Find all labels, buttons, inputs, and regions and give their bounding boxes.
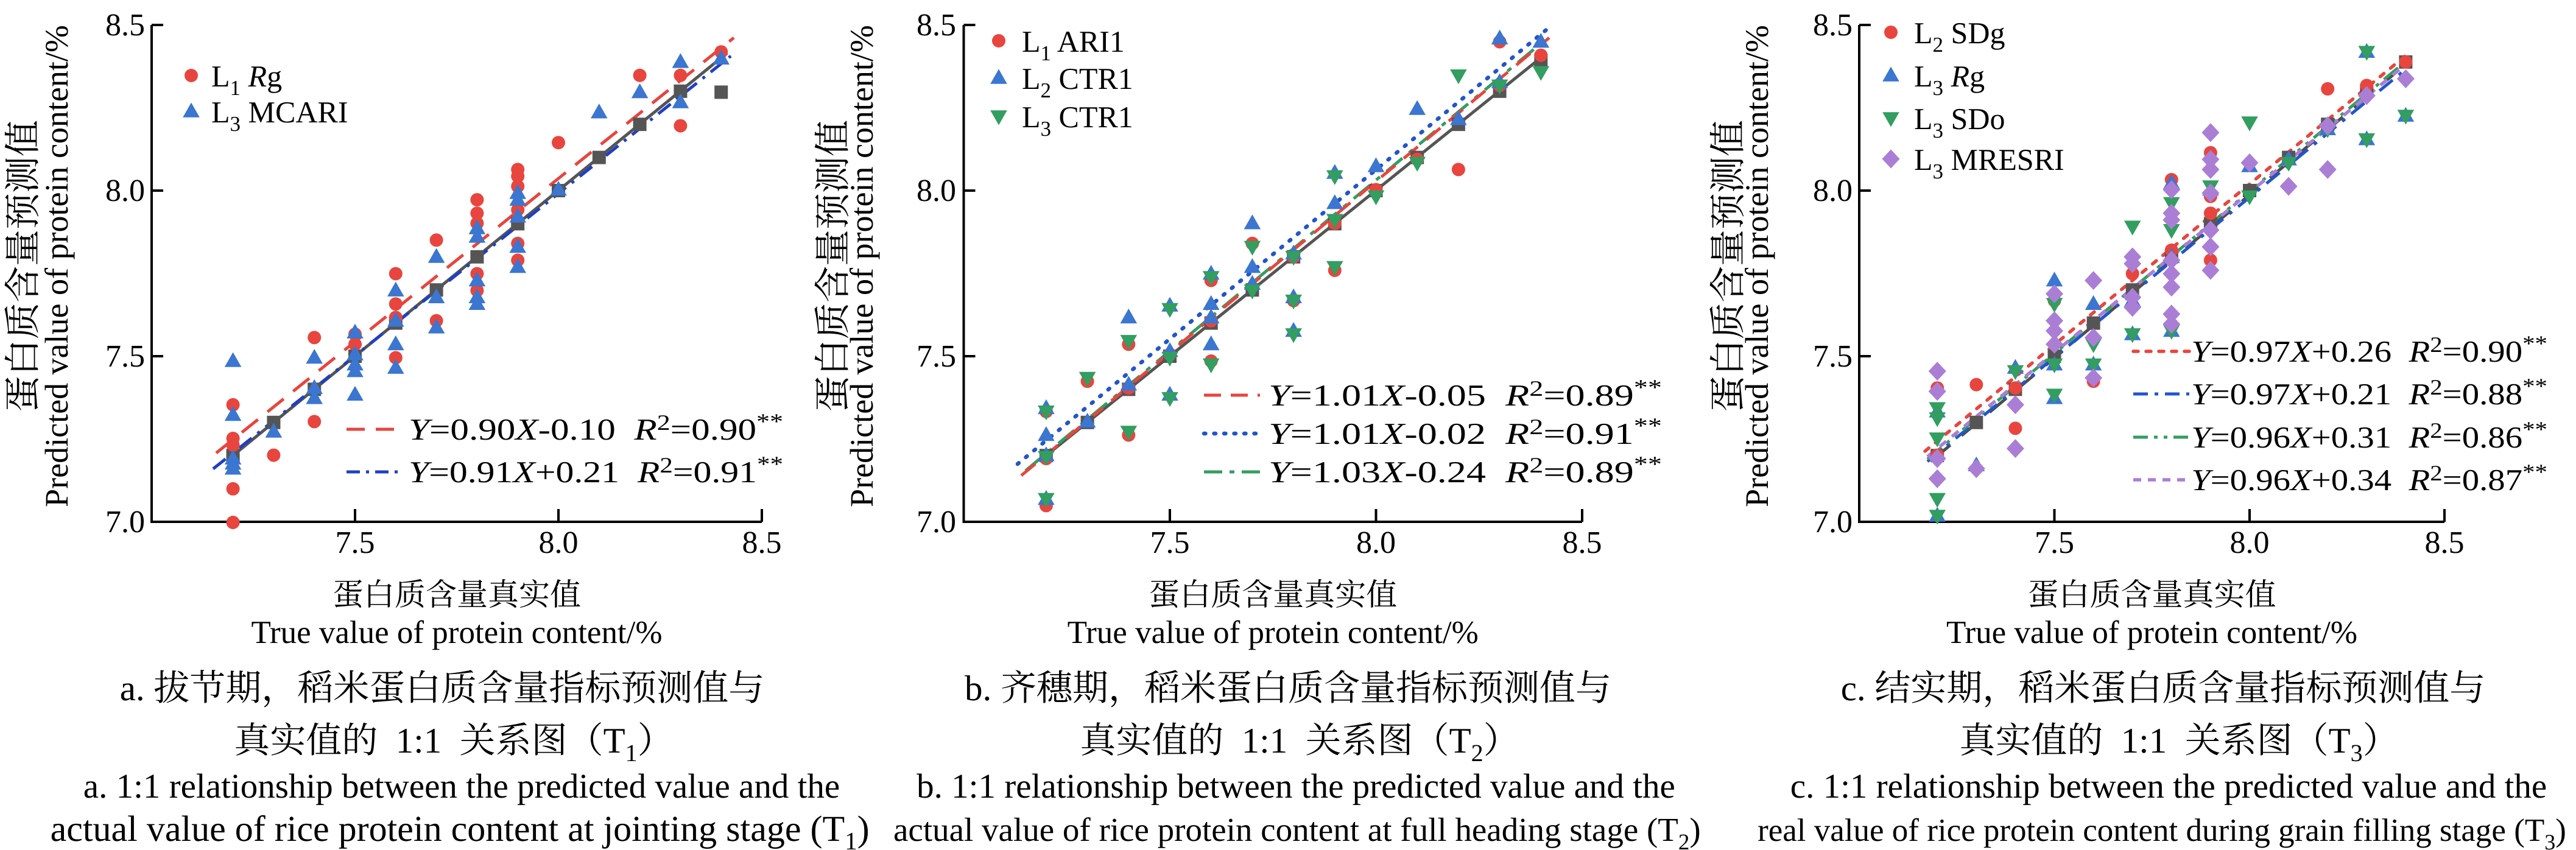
svg-text:L3 Rg: L3 Rg: [1914, 59, 1985, 100]
svg-text:L1 Rg: L1 Rg: [211, 59, 282, 100]
svg-text:8.5: 8.5: [917, 8, 956, 43]
svg-text:8.0: 8.0: [1813, 174, 1853, 208]
svg-text:8.0: 8.0: [105, 174, 145, 208]
svg-text:a.: a.: [120, 668, 145, 708]
svg-text:7.5: 7.5: [105, 339, 145, 374]
svg-text:a. 1:1 relationship between th: a. 1:1 relationship between the predicte…: [83, 767, 840, 806]
svg-text:T2: T2: [1449, 720, 1483, 767]
svg-text:Y=0.97X+0.26 R2=0.90**: Y=0.97 X+0.26 R 2=0.90 **: [2191, 331, 2547, 368]
svg-text:8.0: 8.0: [2230, 525, 2270, 560]
svg-text:1:1: 1:1: [1223, 720, 1305, 760]
svg-text:True value of protein content/: True value of protein content/%: [1068, 615, 1479, 650]
svg-text:8.5: 8.5: [742, 525, 782, 560]
svg-text:c. 1:1 relationship between th: c. 1:1 relationship between the predicte…: [1790, 767, 2547, 806]
svg-text:7.5: 7.5: [917, 339, 956, 374]
svg-text:7.5: 7.5: [2035, 525, 2074, 560]
svg-text:7.0: 7.0: [1813, 505, 1853, 539]
svg-text:8.5: 8.5: [2425, 525, 2465, 560]
svg-text:7.5: 7.5: [1150, 525, 1190, 560]
svg-text:8.5: 8.5: [1813, 8, 1853, 43]
svg-text:Predicted value of protein con: Predicted value of protein content/%: [1739, 25, 1775, 507]
svg-text:8.0: 8.0: [539, 525, 579, 560]
svg-text:L3 MRESRI: L3 MRESRI: [1914, 142, 2064, 183]
svg-text:L3 CTR1: L3 CTR1: [1022, 100, 1133, 141]
svg-text:True value of protein content/: True value of protein content/%: [251, 615, 662, 650]
svg-text:Y=0.96X+0.31 R2=0.86**: Y=0.96 X+0.31 R 2=0.86 **: [2191, 417, 2547, 454]
svg-text:real value of rice protein con: real value of rice protein content durin…: [1758, 813, 2566, 850]
svg-text:7.5: 7.5: [1813, 339, 1853, 374]
svg-text:7.5: 7.5: [336, 525, 375, 560]
svg-text:1:1: 1:1: [2103, 720, 2184, 760]
svg-text:actual value of rice protein c: actual value of rice protein content at …: [51, 809, 870, 850]
svg-text:L1 ARI1: L1 ARI1: [1022, 24, 1125, 65]
svg-text:L2 SDg: L2 SDg: [1914, 16, 2005, 57]
svg-text:actual value of rice protein c: actual value of rice protein content at …: [893, 811, 1701, 850]
svg-text:True value of protein content/: True value of protein content/%: [1946, 615, 2357, 650]
svg-text:Y=1.01X-0.05 R2=0.89**: Y =1.01 X -0.05 R 2 =0.89 **: [1269, 375, 1662, 412]
svg-text:8.0: 8.0: [1356, 525, 1396, 560]
svg-text:8.0: 8.0: [917, 174, 956, 208]
svg-text:L3 MCARI: L3 MCARI: [211, 95, 348, 136]
svg-text:7.0: 7.0: [917, 505, 956, 539]
svg-text:L2 CTR1: L2 CTR1: [1022, 61, 1133, 102]
svg-text:8.5: 8.5: [105, 8, 145, 43]
svg-text:Y=0.91X+0.21 R2=0.91**: Y =0.91 X +0.21 R 2=0.91 **: [409, 452, 783, 489]
svg-text:b. 1:1 relationship between th: b. 1:1 relationship between the predicte…: [917, 767, 1675, 806]
svg-text:c.: c.: [1841, 668, 1866, 708]
svg-text:1:1: 1:1: [378, 720, 459, 760]
svg-text:b.: b.: [965, 668, 991, 708]
svg-text:Y=1.03X-0.24 R2=0.89**: Y =1.03 X -0.24 R 2 =0.89 **: [1269, 452, 1662, 489]
svg-text:L3 SDo: L3 SDo: [1914, 102, 2005, 142]
svg-text:Predicted value of protein con: Predicted value of protein content/%: [38, 25, 75, 507]
svg-text:Y=0.97X+0.21 R2=0.88**: Y=0.97 X+0.21 R 2=0.88 **: [2191, 374, 2547, 411]
svg-text:Y=1.01X-0.02 R2=0.91**: Y =1.01 X -0.02 R 2 =0.91 **: [1269, 413, 1662, 451]
svg-text:Y=0.90X-0.10 R2=0.90**: Y =0.90 X -0.10 R 2=0.90 **: [409, 409, 783, 446]
svg-text:8.5: 8.5: [1563, 525, 1602, 560]
svg-text:Predicted value of protein con: Predicted value of protein content/%: [843, 25, 880, 507]
svg-text:Y=0.96X+0.34 R2=0.87**: Y=0.96 X+0.34 R 2=0.87 **: [2191, 460, 2547, 497]
svg-text:7.0: 7.0: [105, 505, 145, 539]
